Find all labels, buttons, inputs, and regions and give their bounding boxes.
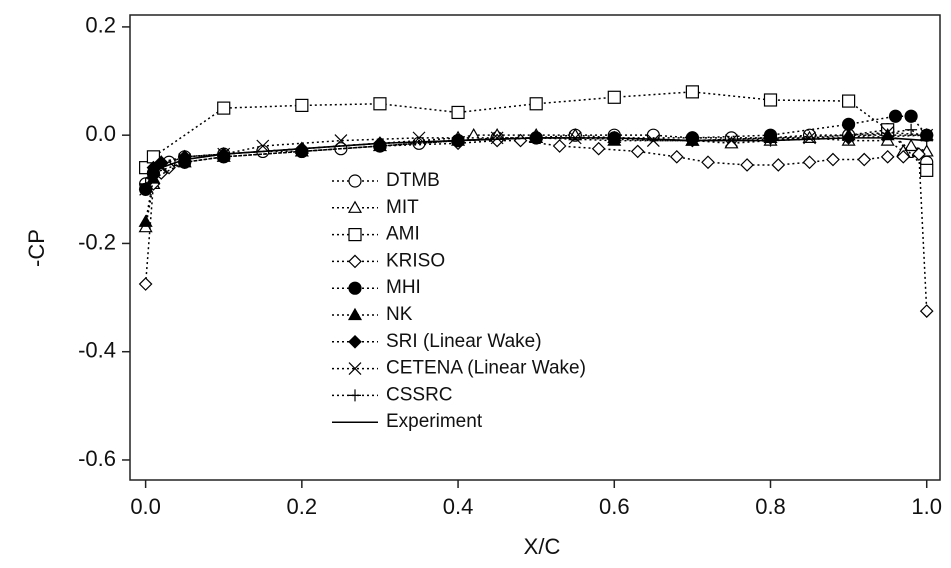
legend-label: MIT xyxy=(386,197,419,218)
marker xyxy=(896,149,911,164)
legend-label: AMI xyxy=(386,224,420,245)
x-tick-label: 1.0 xyxy=(911,494,942,519)
marker xyxy=(919,304,934,318)
marker xyxy=(607,90,621,104)
marker xyxy=(256,139,270,153)
marker xyxy=(139,177,152,190)
marker xyxy=(904,109,918,123)
x-tick-label: 0.0 xyxy=(130,494,161,519)
marker xyxy=(552,139,567,153)
legend-label: MHI xyxy=(386,277,421,298)
marker xyxy=(701,155,715,170)
legend-marker xyxy=(349,389,361,402)
y-tick-label: -0.2 xyxy=(78,229,116,254)
marker xyxy=(888,109,903,123)
legend-label: DTMB xyxy=(386,170,440,191)
y-tick-label: 0.2 xyxy=(85,13,116,38)
marker xyxy=(826,152,840,167)
marker xyxy=(685,85,699,99)
marker xyxy=(724,136,739,149)
legend-label: NK xyxy=(386,304,413,325)
y-tick-label: 0.0 xyxy=(85,121,116,146)
marker xyxy=(802,155,817,170)
marker xyxy=(763,93,778,107)
x-tick-label: 0.6 xyxy=(599,494,630,519)
legend-marker xyxy=(348,174,362,188)
marker xyxy=(920,163,934,177)
marker xyxy=(451,105,465,120)
marker xyxy=(217,101,231,115)
marker xyxy=(138,214,153,227)
legend-label: CSSRC xyxy=(386,384,453,405)
plot-frame xyxy=(129,14,941,481)
marker xyxy=(373,97,387,111)
legend-label: CETENA (Linear Wake) xyxy=(386,358,586,379)
legend-label: SRI (Linear Wake) xyxy=(386,331,542,352)
legend-marker xyxy=(348,362,362,376)
marker xyxy=(178,150,191,163)
series-line xyxy=(144,134,927,222)
legend-marker xyxy=(347,307,363,321)
legend-label: Experiment xyxy=(386,411,483,432)
y-tick-label: -0.6 xyxy=(78,446,116,471)
marker xyxy=(880,149,895,164)
x-tick-label: 0.8 xyxy=(755,494,786,519)
marker xyxy=(513,133,528,148)
y-tick-label: -0.4 xyxy=(78,338,116,363)
marker xyxy=(591,141,606,156)
x-tick-label: 0.2 xyxy=(287,494,318,519)
marker xyxy=(669,149,684,164)
marker xyxy=(842,94,856,108)
x-tick-label: 0.4 xyxy=(443,494,474,519)
legend-label: KRISO xyxy=(386,250,445,271)
marker xyxy=(490,131,504,145)
marker xyxy=(295,98,309,113)
marker xyxy=(905,123,918,136)
legend-marker xyxy=(348,254,362,269)
marker xyxy=(646,134,660,148)
marker xyxy=(138,277,153,291)
marker xyxy=(771,158,786,172)
legend-marker xyxy=(347,200,363,213)
series-line xyxy=(145,131,927,190)
legend-marker xyxy=(348,281,362,295)
marker xyxy=(880,127,895,141)
marker xyxy=(912,147,926,161)
marker xyxy=(904,138,919,152)
y-axis-label: -CP xyxy=(24,229,49,267)
marker xyxy=(630,144,645,159)
marker xyxy=(334,134,348,148)
marker xyxy=(529,97,543,111)
marker xyxy=(857,152,872,167)
series-line xyxy=(145,137,927,180)
marker xyxy=(147,161,160,174)
marker xyxy=(803,131,816,145)
legend-marker xyxy=(348,334,362,349)
x-axis-label: X/C xyxy=(524,534,561,559)
marker xyxy=(740,158,754,172)
legend-marker xyxy=(348,228,362,242)
